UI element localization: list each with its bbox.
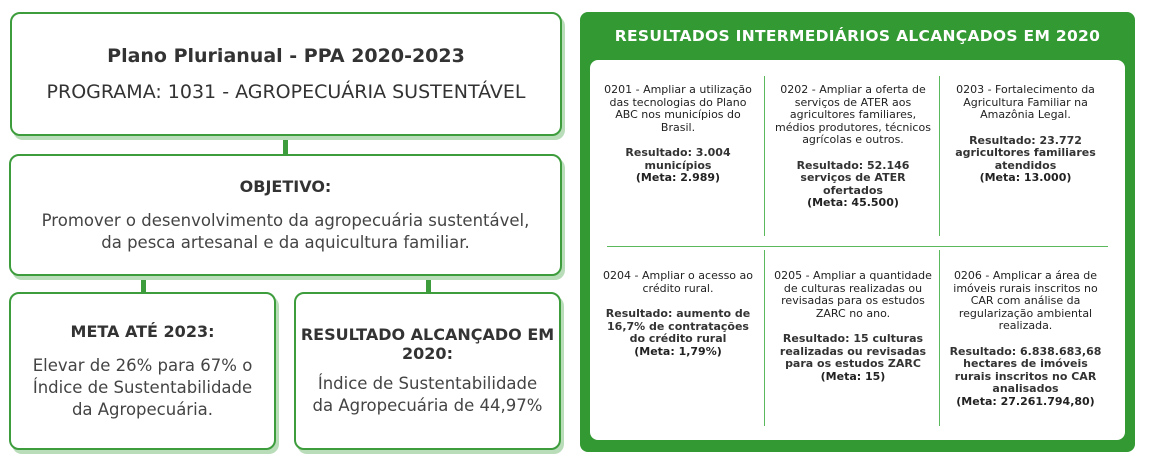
result-desc: 0201 - Ampliar a utilização das tecnolog… — [604, 83, 752, 134]
divider — [939, 250, 940, 426]
result-desc: 0205 - Ampliar a quantidade de culturas … — [774, 269, 932, 320]
result-value: Resultado: 6.838.683,68 hectares de imóv… — [949, 344, 1102, 395]
plan-title: Plano Plurianual - PPA 2020-2023 — [107, 45, 465, 67]
results-panel: RESULTADOS INTERMEDIÁRIOS ALCANÇADOS EM … — [580, 12, 1135, 452]
objective-heading: OBJETIVO: — [239, 176, 332, 196]
result-value: Resultado: 15 culturas realizadas ou rev… — [779, 332, 927, 370]
result-meta: (Meta: 15) — [820, 369, 886, 383]
result-value: Resultado: 52.146 serviços de ATER ofert… — [796, 158, 910, 197]
result-value: Resultado: 23.772 agricultores familiare… — [955, 133, 1096, 172]
goal-box: META ATÉ 2023: Elevar de 26% para 67% o … — [9, 292, 276, 450]
achieved-box: RESULTADO ALCANÇADO EM 2020: Índice de S… — [294, 292, 561, 450]
results-title: RESULTADOS INTERMEDIÁRIOS ALCANÇADOS EM … — [614, 27, 1101, 45]
result-desc: 0206 - Amplicar a área de imóveis rurais… — [953, 269, 1098, 332]
divider — [607, 246, 1108, 247]
result-meta: (Meta: 2.989) — [635, 171, 721, 184]
objective-box: OBJETIVO: Promover o desenvolvimento da … — [9, 154, 562, 276]
connector — [426, 276, 431, 294]
result-item-0204: 0204 - Ampliar o acesso ao crédito rural… — [598, 269, 758, 358]
result-meta: (Meta: 13.000) — [979, 171, 1072, 184]
results-grid: 0201 - Ampliar a utilização das tecnolog… — [590, 60, 1125, 440]
divider — [764, 76, 765, 236]
result-item-0206: 0206 - Amplicar a área de imóveis rurais… — [948, 269, 1103, 408]
achieved-heading: RESULTADO ALCANÇADO EM 2020: — [300, 325, 555, 363]
result-meta: (Meta: 27.261.794,80) — [956, 394, 1095, 408]
objective-text: Promover o desenvolvimento da agropecuár… — [41, 210, 530, 252]
achieved-text: Índice de Sustentabilidade da Agropecuár… — [312, 374, 543, 415]
result-meta: (Meta: 1,79%) — [634, 344, 722, 358]
result-item-0202: 0202 - Ampliar a oferta de serviços de A… — [772, 83, 934, 210]
result-value: Resultado: 3.004 municípios — [625, 146, 731, 172]
connector — [283, 136, 288, 156]
result-desc: 0203 - Fortalecimento da Agricultura Fam… — [956, 83, 1095, 121]
result-item-0205: 0205 - Ampliar a quantidade de culturas … — [772, 269, 934, 383]
connector — [141, 276, 146, 294]
goal-text: Elevar de 26% para 67% o Índice de Suste… — [32, 355, 253, 419]
result-desc: 0204 - Ampliar o acesso ao crédito rural… — [603, 269, 753, 295]
plan-box: Plano Plurianual - PPA 2020-2023 PROGRAM… — [10, 12, 562, 136]
divider — [764, 250, 765, 426]
result-meta: (Meta: 45.500) — [807, 196, 899, 209]
result-item-0203: 0203 - Fortalecimento da Agricultura Fam… — [948, 83, 1103, 185]
result-item-0201: 0201 - Ampliar a utilização das tecnolog… — [598, 83, 758, 185]
goal-heading: META ATÉ 2023: — [70, 321, 215, 341]
program-name: PROGRAMA: 1031 - AGROPECUÁRIA SUSTENTÁVE… — [46, 81, 526, 103]
divider — [939, 76, 940, 236]
result-value: Resultado: aumento de 16,7% de contrataç… — [605, 307, 751, 345]
result-desc: 0202 - Ampliar a oferta de serviços de A… — [775, 83, 931, 146]
